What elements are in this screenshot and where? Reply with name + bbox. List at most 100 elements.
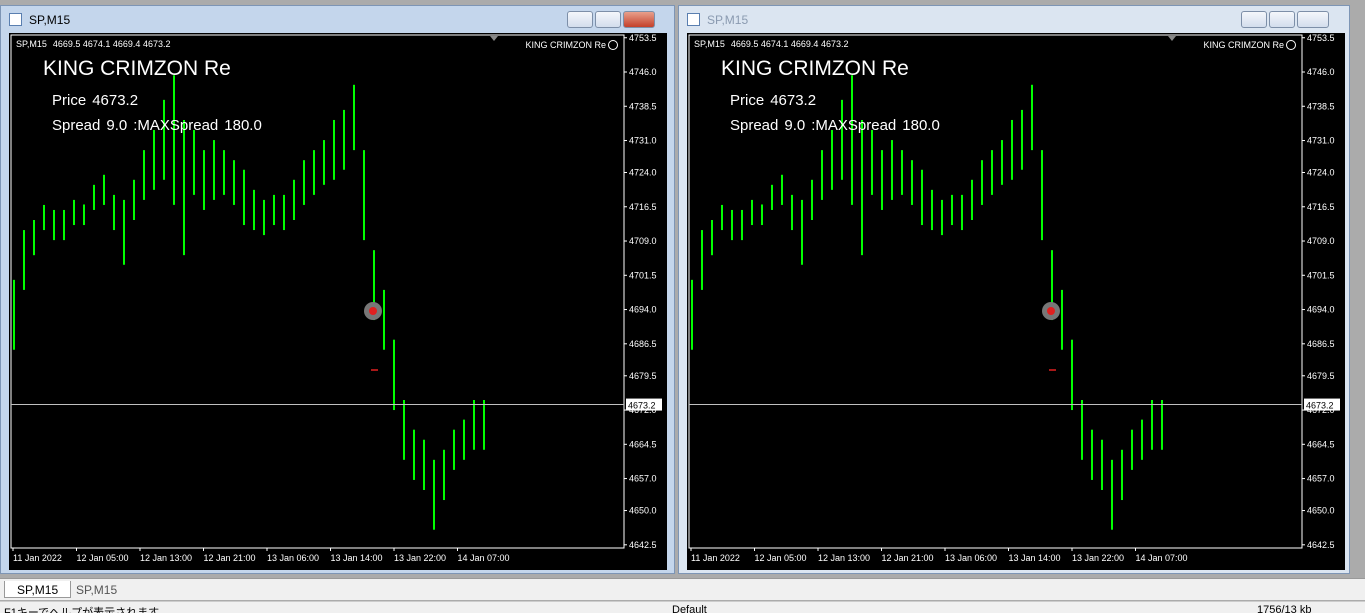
x-tick-label: 12 Jan 05:00 — [77, 553, 129, 563]
symbol: SP,M15 — [16, 39, 47, 49]
indicator-icon — [608, 40, 618, 50]
tab[interactable]: SP,M15 — [76, 583, 118, 597]
indicator-name: KING CRIMZON Re — [525, 40, 606, 50]
spread-value: 9.0 — [784, 117, 805, 134]
x-tick-label: 13 Jan 06:00 — [945, 553, 997, 563]
y-tick-label: 4679.5 — [1307, 371, 1335, 381]
x-tick-label: 11 Jan 2022 — [691, 553, 740, 563]
chart-window[interactable]: SP,M15 4753.5 4746.0 4738.5 4731.0 4724.0 471… — [0, 5, 675, 574]
plot-frame — [10, 34, 625, 549]
window-icon — [9, 13, 22, 26]
window-buttons — [567, 11, 655, 28]
spread-info: Spread 9.0 :MAXSpread 180.0 — [52, 117, 262, 134]
close-button[interactable] — [1297, 11, 1329, 28]
spread-value: 9.0 — [106, 117, 127, 134]
price-info: Price 4673.2 — [52, 92, 138, 109]
spread-label: Spread — [52, 117, 100, 134]
y-tick-label: 4694.0 — [629, 305, 657, 315]
y-tick-label: 4642.5 — [1307, 540, 1335, 550]
tab[interactable]: SP,M15 — [4, 581, 72, 598]
price-label-box — [1304, 398, 1340, 411]
y-tick-label: 4679.5 — [629, 371, 657, 381]
y-tick-label: 4642.5 — [629, 540, 657, 550]
ohlc: 4669.5 4674.1 4669.4 4673.2 — [53, 39, 171, 49]
indicator-icon — [1286, 40, 1296, 50]
y-tick-label: 4664.5 — [1307, 439, 1335, 449]
y-tick-label: 4738.5 — [629, 101, 657, 111]
y-tick-label: 4731.0 — [629, 136, 657, 146]
y-tick-label: 4709.0 — [1307, 236, 1335, 246]
chart: 4753.5 4746.0 4738.5 4731.0 4724.0 4716.5 4709… — [687, 33, 1345, 570]
price-info-label: Price — [52, 92, 86, 109]
price-info-label: Price — [730, 92, 764, 109]
x-tick-label: 13 Jan 14:00 — [1009, 553, 1061, 563]
x-tick-label: 14 Jan 07:00 — [458, 553, 510, 563]
chart: 4753.5 4746.0 4738.5 4731.0 4724.0 4716.5 4709… — [9, 33, 667, 570]
y-tick-label: 4746.0 — [629, 67, 657, 77]
x-tick-label: 13 Jan 06:00 — [267, 553, 319, 563]
y-tick-label: 4753.5 — [629, 33, 657, 43]
y-tick-label: 4753.5 — [1307, 33, 1335, 43]
y-tick-label: 4738.5 — [1307, 101, 1335, 111]
indicator-heading: KING CRIMZON Re — [721, 57, 909, 80]
chart-header: SP,M15 4669.5 4674.1 4669.4 4673.2 — [694, 39, 848, 49]
y-tick-label: 4686.5 — [1307, 339, 1335, 349]
y-tick-label: 4724.0 — [629, 168, 657, 178]
window-icon — [687, 13, 700, 26]
y-tick-label: 4746.0 — [1307, 67, 1335, 77]
tab-bar: SP,M15 SP,M15 — [0, 578, 1365, 600]
x-tick-label: 13 Jan 14:00 — [331, 553, 383, 563]
x-tick-label: 12 Jan 13:00 — [140, 553, 192, 563]
y-tick-label: 4664.5 — [629, 439, 657, 449]
minimize-button[interactable] — [567, 11, 593, 28]
x-tick-label: 11 Jan 2022 — [13, 553, 62, 563]
x-tick-label: 12 Jan 21:00 — [882, 553, 934, 563]
shift-marker — [1168, 36, 1176, 41]
maximize-button[interactable] — [1269, 11, 1295, 28]
window-buttons — [1241, 11, 1329, 28]
y-tick-label: 4657.0 — [1307, 474, 1335, 484]
price-info-value: 4673.2 — [770, 92, 816, 109]
x-tick-label: 12 Jan 05:00 — [755, 553, 807, 563]
price-info: Price 4673.2 — [730, 92, 816, 109]
max-spread-value: 180.0 — [224, 117, 262, 134]
ohlc: 4669.5 4674.1 4669.4 4673.2 — [731, 39, 849, 49]
x-tick-label: 13 Jan 22:00 — [1072, 553, 1124, 563]
max-spread-label: :MAXSpread — [133, 117, 218, 134]
window-title: SP,M15 — [29, 13, 71, 27]
maximize-button[interactable] — [595, 11, 621, 28]
price-label-box — [626, 398, 662, 411]
price-label: 4673.2 — [1306, 401, 1334, 411]
chart-header: SP,M15 4669.5 4674.1 4669.4 4673.2 — [16, 39, 170, 49]
y-tick-label: 4650.0 — [629, 506, 657, 516]
y-tick-label: 4701.5 — [629, 270, 657, 280]
y-tick-label: 4694.0 — [1307, 305, 1335, 315]
spread-info: Spread 9.0 :MAXSpread 180.0 — [730, 117, 940, 134]
minimize-button[interactable] — [1241, 11, 1267, 28]
y-tick-label: 4731.0 — [1307, 136, 1335, 146]
x-tick-label: 12 Jan 21:00 — [204, 553, 256, 563]
status-traffic: 1756/13 kb — [1257, 604, 1312, 613]
max-spread-label: :MAXSpread — [811, 117, 896, 134]
y-tick-label: 4724.0 — [1307, 168, 1335, 178]
y-tick-label: 4650.0 — [1307, 506, 1335, 516]
x-tick-label: 13 Jan 22:00 — [394, 553, 446, 563]
y-tick-label: 4686.5 — [629, 339, 657, 349]
chart-window[interactable]: SP,M15 4753.5 4746.0 4738.5 4731.0 4724.0 471… — [678, 5, 1350, 574]
spread-label: Spread — [730, 117, 778, 134]
plot-frame — [688, 34, 1303, 549]
indicator-heading: KING CRIMZON Re — [43, 57, 231, 80]
shift-marker — [490, 36, 498, 41]
status-profile: Default — [672, 604, 707, 613]
price-label: 4673.2 — [628, 401, 656, 411]
y-tick-label: 4657.0 — [629, 474, 657, 484]
status-help: F1キーでヘルプが表示されます — [4, 607, 160, 613]
y-tick-label: 4701.5 — [1307, 270, 1335, 280]
max-spread-value: 180.0 — [902, 117, 940, 134]
close-button[interactable] — [623, 11, 655, 28]
x-tick-label: 14 Jan 07:00 — [1136, 553, 1188, 563]
y-tick-label: 4716.5 — [629, 202, 657, 212]
indicator-name: KING CRIMZON Re — [1203, 40, 1284, 50]
signal-dot — [1047, 307, 1055, 315]
